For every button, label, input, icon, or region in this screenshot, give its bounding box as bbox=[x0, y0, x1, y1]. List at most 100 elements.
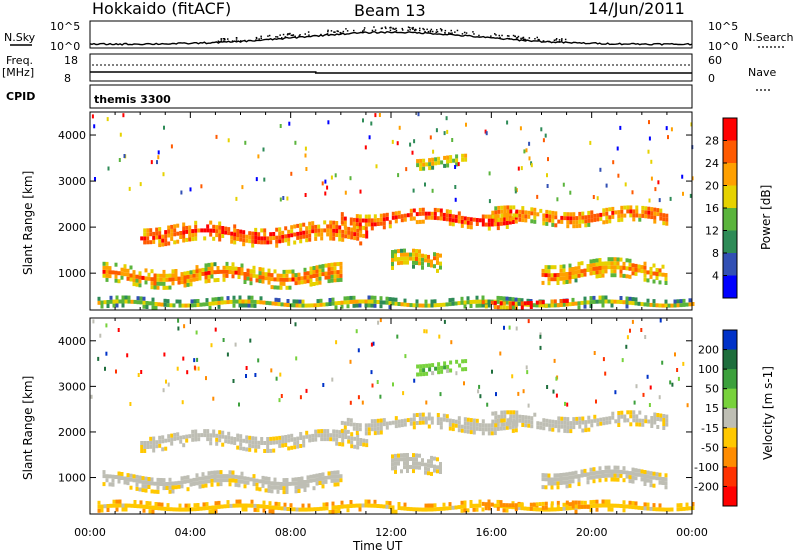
heatmap-cell bbox=[520, 301, 524, 306]
heatmap-cell bbox=[147, 272, 151, 277]
heatmap-cell bbox=[232, 299, 236, 304]
heatmap-cell bbox=[247, 503, 251, 508]
heatmap-cell bbox=[312, 478, 316, 483]
heatmap-cell bbox=[238, 303, 242, 308]
heatmap-cell bbox=[100, 504, 104, 509]
heatmap-cell bbox=[682, 506, 686, 511]
heatmap-cell bbox=[340, 212, 344, 217]
noise-search-point bbox=[381, 27, 383, 29]
heatmap-cell bbox=[183, 279, 187, 284]
heatmap-cell bbox=[287, 237, 291, 242]
heatmap-cell bbox=[299, 231, 303, 236]
heatmap-cell bbox=[481, 501, 485, 506]
heatmap-cell bbox=[182, 435, 186, 440]
heatmap-cell bbox=[463, 504, 467, 509]
heatmap-cell bbox=[161, 435, 165, 440]
heatmap-cell bbox=[424, 299, 428, 304]
heatmap-cell bbox=[550, 277, 554, 282]
heatmap-cell bbox=[235, 196, 238, 201]
heatmap-cell bbox=[382, 221, 386, 226]
noise-search-point bbox=[286, 34, 289, 36]
heatmap-cell bbox=[460, 296, 464, 301]
heatmap-cell bbox=[112, 299, 116, 304]
heatmap-cell bbox=[370, 342, 373, 347]
cpid-program: themis 3300 bbox=[94, 93, 171, 106]
heatmap-cell bbox=[376, 422, 380, 427]
heatmap-cell bbox=[255, 478, 259, 483]
heatmap-cell bbox=[156, 281, 160, 286]
heatmap-cell bbox=[541, 303, 545, 308]
noise-search-point bbox=[395, 29, 398, 32]
heatmap-cell bbox=[605, 207, 609, 212]
heatmap-cell bbox=[589, 300, 593, 305]
heatmap-cell bbox=[686, 403, 689, 408]
heatmap-cell bbox=[409, 208, 413, 213]
heatmap-cell bbox=[221, 434, 225, 439]
heatmap-cell bbox=[631, 267, 635, 272]
heatmap-cell bbox=[203, 228, 207, 233]
heatmap-cell bbox=[283, 506, 287, 511]
heatmap-cell bbox=[484, 299, 488, 304]
heatmap-cell bbox=[664, 273, 668, 277]
heatmap-cell bbox=[268, 505, 272, 510]
heatmap-cell bbox=[403, 465, 406, 470]
heatmap-cell bbox=[640, 477, 644, 482]
heatmap-cell bbox=[332, 224, 336, 229]
heatmap-cell bbox=[391, 258, 394, 262]
heatmap-cell bbox=[511, 297, 515, 302]
heatmap-cell bbox=[640, 469, 644, 474]
heatmap-cell bbox=[422, 368, 426, 373]
heatmap-cell bbox=[287, 434, 291, 439]
heatmap-cell bbox=[330, 266, 334, 271]
heatmap-cell bbox=[541, 485, 545, 490]
heatmap-cell bbox=[598, 270, 602, 274]
colorbar-swatch bbox=[723, 230, 737, 254]
heatmap-cell bbox=[385, 296, 389, 301]
heatmap-cell bbox=[171, 269, 175, 274]
heatmap-cell bbox=[541, 477, 545, 482]
heatmap-cell bbox=[613, 269, 617, 274]
heatmap-cell bbox=[184, 507, 188, 512]
heatmap-cell bbox=[302, 230, 306, 235]
heatmap-cell bbox=[126, 353, 129, 358]
heatmap-cell bbox=[195, 477, 199, 482]
heatmap-cell bbox=[196, 357, 199, 362]
heatmap-cell bbox=[656, 208, 660, 213]
noise-search-point bbox=[536, 36, 538, 39]
heatmap-cell bbox=[616, 465, 620, 470]
heatmap-cell bbox=[625, 474, 629, 479]
heatmap-cell bbox=[559, 507, 563, 511]
heatmap-cell bbox=[233, 437, 237, 441]
heatmap-cell bbox=[332, 437, 336, 442]
heatmap-cell bbox=[382, 418, 386, 423]
heatmap-cell bbox=[140, 370, 143, 374]
heatmap-cell bbox=[625, 300, 629, 305]
heatmap-cell bbox=[571, 500, 575, 505]
heatmap-cell bbox=[275, 227, 279, 232]
heatmap-cell bbox=[372, 341, 375, 346]
heatmap-cell bbox=[330, 175, 333, 180]
heatmap-cell bbox=[339, 277, 343, 282]
heatmap-cell bbox=[634, 476, 638, 481]
heatmap-cell bbox=[288, 269, 292, 274]
heatmap-cell bbox=[309, 478, 313, 483]
heatmap-cell bbox=[464, 153, 468, 158]
heatmap-cell bbox=[544, 501, 548, 506]
heatmap-cell bbox=[433, 464, 436, 469]
heatmap-cell bbox=[299, 436, 303, 440]
heatmap-cell bbox=[635, 213, 639, 218]
noise-search-point bbox=[506, 35, 509, 37]
heatmap-cell bbox=[150, 489, 154, 494]
heatmap-cell bbox=[595, 299, 599, 304]
noise-search-point bbox=[385, 27, 387, 30]
heatmap-cell bbox=[518, 414, 522, 419]
heatmap-cell bbox=[324, 479, 328, 484]
heatmap-cell bbox=[355, 329, 358, 334]
heatmap-cell bbox=[496, 422, 500, 427]
heatmap-cell bbox=[616, 503, 620, 508]
heatmap-cell bbox=[614, 210, 618, 215]
heatmap-cell bbox=[158, 439, 162, 444]
heatmap-cell bbox=[282, 478, 286, 483]
heatmap-cell bbox=[439, 506, 443, 511]
heatmap-cell bbox=[232, 379, 235, 383]
